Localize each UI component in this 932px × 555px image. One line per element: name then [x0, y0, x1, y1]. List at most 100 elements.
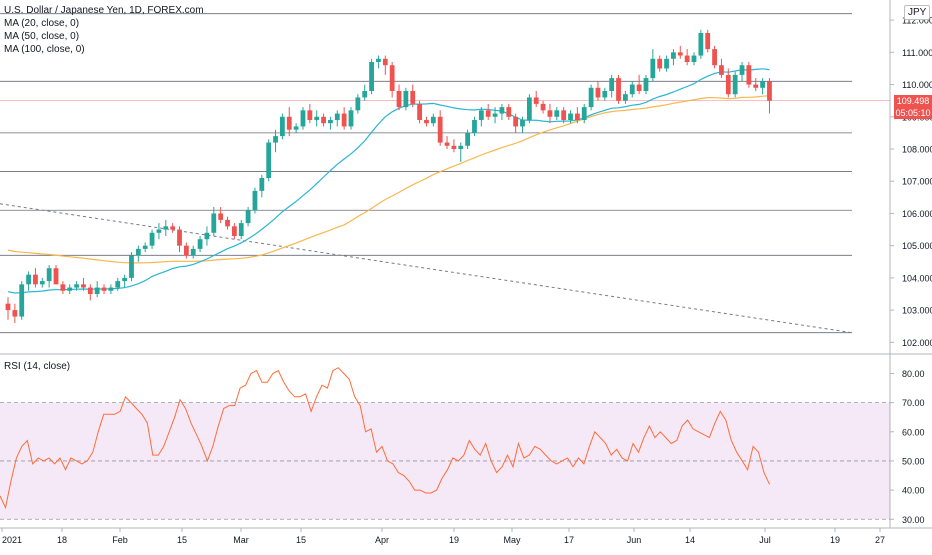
candle-body — [190, 248, 196, 256]
candle-body — [46, 268, 52, 282]
price-tick-label: 105.000 — [902, 241, 932, 251]
candle-body — [170, 226, 176, 230]
candle-body — [732, 74, 738, 95]
candle-body — [81, 284, 86, 288]
candle-body — [485, 110, 491, 117]
horizontal-levels — [0, 13, 890, 334]
candle-body — [135, 248, 141, 256]
rsi-line — [0, 367, 770, 510]
price-tick-label: 103.000 — [902, 306, 932, 316]
candle-body — [293, 126, 299, 130]
candle-body — [533, 97, 539, 104]
rsi-tick-label: 60.00 — [902, 427, 925, 437]
time-tick-label: 15 — [177, 535, 187, 545]
candle-body — [430, 116, 436, 124]
candle-body — [499, 107, 505, 114]
candle-body — [300, 110, 306, 127]
rsi-line-path — [0, 367, 770, 510]
main-price-grid — [0, 0, 932, 529]
ma20-label: MA (20, close, 0) — [4, 18, 80, 29]
candle-body — [266, 142, 272, 178]
price-tick-label: 111.000 — [902, 48, 932, 58]
price-tick-label: 106.000 — [902, 209, 932, 219]
candle-body — [616, 78, 621, 101]
time-tick-label: 19 — [830, 535, 840, 545]
rsi-tick-label: 40.00 — [902, 486, 925, 496]
time-tick-label: Feb — [112, 535, 128, 545]
candle-body — [60, 284, 66, 291]
countdown-value: 05:05:10 — [895, 107, 931, 118]
candle-body — [218, 213, 224, 220]
candle-body — [53, 268, 59, 285]
candle-body — [26, 274, 31, 285]
rsi-title: RSI (14, close) — [4, 361, 71, 372]
candle-body — [108, 287, 114, 291]
candle-body — [245, 210, 251, 224]
ma50-line — [7, 95, 770, 264]
ma20-line — [7, 68, 770, 294]
time-tick-label: Jul — [759, 535, 771, 545]
price-tick-label: 110.000 — [902, 80, 932, 90]
candle-body — [67, 287, 73, 291]
time-tick-label: 15 — [296, 535, 306, 545]
chart-title: U.S. Dollar / Japanese Yen, 1D, FOREX.co… — [4, 5, 204, 16]
currency-label: JPY — [908, 7, 927, 18]
candle-body — [389, 65, 395, 91]
candle-body — [39, 281, 45, 285]
candle-body — [664, 58, 669, 69]
candle-body — [472, 120, 477, 133]
candle-body — [74, 284, 79, 288]
candle-body — [561, 110, 567, 120]
time-tick-label: 14 — [685, 535, 695, 545]
price-tick-label: 108.000 — [902, 145, 932, 155]
candle-body — [204, 232, 210, 240]
time-tick-label: Mar — [233, 535, 249, 545]
candle-body — [650, 58, 656, 79]
rsi-tick-label: 30.00 — [902, 515, 925, 525]
trendline — [0, 203, 853, 334]
candle-body — [355, 97, 361, 111]
candle-body — [588, 87, 594, 108]
candle-body — [382, 58, 388, 66]
ma100-label: MA (100, close, 0) — [4, 44, 85, 55]
rsi-band — [0, 402, 890, 520]
candle-body — [314, 116, 320, 120]
candle-body — [581, 107, 587, 120]
candle-body — [183, 245, 189, 256]
time-tick-label: 18 — [57, 535, 67, 545]
candle-body — [657, 58, 663, 69]
candle-body — [156, 229, 162, 233]
price-tick-label: 112.000 — [902, 16, 932, 26]
candle-body — [712, 49, 717, 66]
candle-body — [705, 33, 711, 50]
candle-body — [142, 245, 148, 249]
candle-body — [33, 274, 38, 285]
candle-body — [149, 232, 155, 246]
candle-body — [231, 226, 237, 236]
price-tick-label: 107.000 — [902, 177, 932, 187]
candle-body — [286, 116, 292, 130]
candle-body — [629, 84, 635, 95]
candlesticks — [5, 29, 772, 323]
candle-body — [574, 113, 580, 120]
candle-body — [526, 97, 532, 120]
last-price-value: 109.498 — [896, 95, 930, 106]
candle-body — [437, 116, 443, 143]
candle-body — [307, 110, 313, 120]
moving-averages — [7, 68, 770, 294]
rsi-tick-label: 50.00 — [902, 456, 925, 466]
candle-body — [87, 287, 93, 294]
candle-body — [746, 65, 752, 85]
candle-body — [520, 120, 525, 127]
candle-body — [410, 91, 416, 104]
candle-body — [129, 255, 134, 278]
rsi-tick-label: 70.00 — [902, 398, 925, 408]
price-tick-label: 104.000 — [902, 273, 932, 283]
time-tick-label: Apr — [375, 535, 389, 545]
candle-body — [321, 116, 326, 124]
currency-badge: JPY — [904, 5, 931, 20]
ma50-label: MA (50, close, 0) — [4, 31, 80, 42]
candle-body — [211, 213, 217, 233]
